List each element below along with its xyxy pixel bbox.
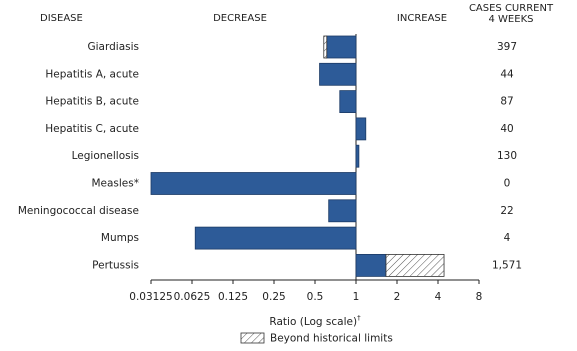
legend-label: Beyond historical limits [270,333,393,345]
cases-value: 0 [504,178,511,190]
cases-value: 397 [497,41,517,53]
bar [328,199,357,223]
x-axis-label-text: Ratio (Log scale) [269,316,357,328]
cases-value: 130 [497,150,517,162]
x-tick-label: 0.25 [262,291,285,303]
bar [355,144,360,168]
header-disease: DISEASE [40,13,83,24]
header-decrease: DECREASE [213,13,267,24]
cases-value: 4 [504,232,511,244]
category-label: Mumps [101,232,139,244]
category-label: Legionellosis [72,150,139,162]
x-tick-label: 4 [435,291,442,303]
category-label: Measles* [91,178,139,190]
bar-beyond-limits [385,253,445,277]
category-label: Pertussis [92,259,139,271]
header-increase: INCREASE [397,13,447,24]
cases-value: 40 [500,123,513,135]
category-label: Giardiasis [88,41,140,53]
bar [150,172,357,195]
header-cases: 4 WEEKS [489,14,534,25]
bar [194,226,357,250]
category-label: Hepatitis B, acute [45,96,139,108]
cases-value: 1,571 [492,259,522,271]
bar [339,90,357,113]
bar [355,117,367,141]
x-axis-label: Ratio (Log scale)† [269,314,361,328]
category-label: Meningococcal disease [18,205,139,217]
x-tick-label: 0.03125 [129,291,172,303]
x-tick-label: 0.0625 [174,291,211,303]
cases-value: 22 [500,205,513,217]
legend-swatch [240,332,265,344]
category-label: Hepatitis C, acute [45,123,139,135]
bar [319,62,357,86]
x-tick-label: 2 [394,291,401,303]
header-cases: CASES CURRENT [469,3,554,14]
cases-value: 44 [500,68,514,80]
bar [326,35,357,59]
category-label: Hepatitis A, acute [45,68,139,80]
x-tick-label: 0.5 [307,291,324,303]
bar-beyond-limits [323,35,328,59]
x-tick-label: 0.125 [218,291,248,303]
cases-value: 87 [500,96,513,108]
x-tick-label: 1 [353,291,360,303]
x-axis-label-note: † [357,314,361,322]
x-tick-label: 8 [476,291,483,303]
bar [355,253,387,277]
